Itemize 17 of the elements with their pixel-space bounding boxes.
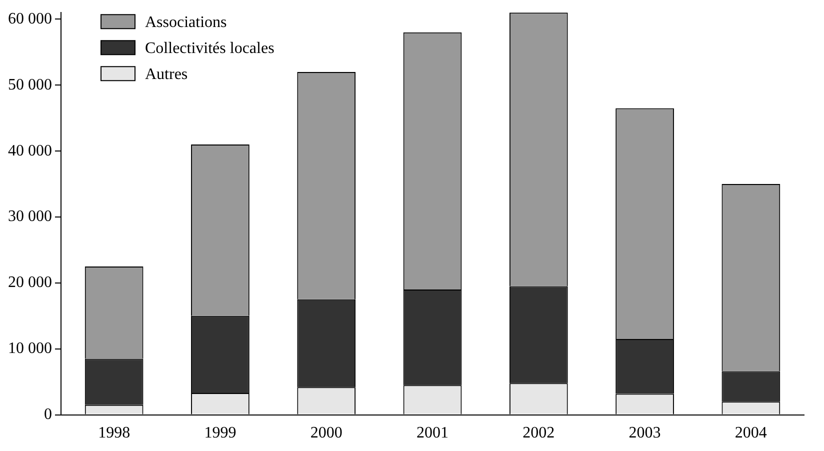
y-tick-label: 0 [44, 406, 52, 424]
x-tick-label: 2002 [522, 424, 555, 442]
x-tick-label: 1998 [98, 424, 130, 442]
y-tick-label: 50 000 [8, 76, 52, 94]
legend-label: Collectivités locales [145, 40, 274, 57]
x-tick-label: 2004 [734, 424, 767, 442]
legend-label: Associations [145, 14, 227, 31]
legend-label: Autres [145, 66, 188, 83]
x-tick-label: 2003 [628, 424, 661, 442]
x-tick-label: 2000 [310, 424, 342, 442]
x-tick-label: 2001 [416, 424, 448, 442]
y-tick-label: 20 000 [8, 274, 52, 292]
y-tick-label: 40 000 [8, 142, 52, 160]
y-tick-label: 10 000 [8, 340, 52, 358]
y-tick-label: 60 000 [8, 10, 52, 28]
x-tick-label: 1999 [204, 424, 236, 442]
y-tick-label: 30 000 [8, 208, 52, 226]
